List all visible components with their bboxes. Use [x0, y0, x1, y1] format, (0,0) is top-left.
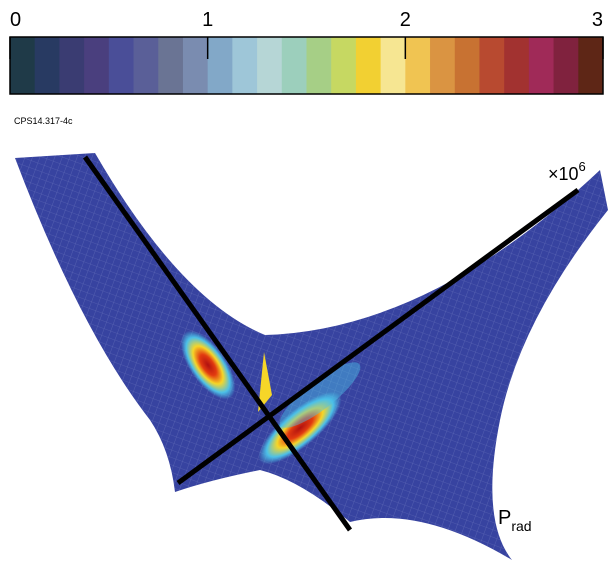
colorbar-segment: [578, 37, 603, 94]
tick-label: 0: [10, 9, 21, 31]
colorbar-segment: [84, 37, 109, 94]
colorbar-segment: [183, 37, 208, 94]
mesh-grid: [15, 153, 608, 560]
tick-label: 2: [400, 9, 411, 31]
colorbar-segment: [158, 37, 183, 94]
colorbar: 0 1 2 3: [10, 9, 604, 94]
quantity-label: Prad: [498, 507, 532, 534]
colorbar-segment: [455, 37, 480, 94]
colorbar-segment: [232, 37, 257, 94]
colorbar-segment: [282, 37, 307, 94]
colorbar-segment: [479, 37, 504, 94]
colorbar-segment: [10, 37, 35, 94]
colorbar-segment: [405, 37, 430, 94]
colorbar-segment: [356, 37, 381, 94]
mesh-plot: [15, 153, 608, 560]
scale-exponent: 6: [579, 159, 586, 174]
quantity-main: P: [498, 507, 511, 529]
scale-base: ×10: [548, 164, 579, 184]
scale-label: ×106: [548, 159, 586, 184]
colorbar-segment: [331, 37, 356, 94]
colorbar-segment: [109, 37, 134, 94]
colorbar-segment: [529, 37, 554, 94]
figure-id: CPS14.317-4c: [14, 116, 73, 126]
colorbar-segment: [554, 37, 579, 94]
colorbar-segment: [257, 37, 282, 94]
colorbar-segment: [504, 37, 529, 94]
colorbar-segment: [35, 37, 60, 94]
colorbar-segment: [59, 37, 84, 94]
figure: CPS14.317-4c ×106 Prad 0 1 2 3: [0, 0, 615, 567]
colorbar-segment: [134, 37, 159, 94]
colorbar-segment: [307, 37, 332, 94]
quantity-sub: rad: [511, 518, 531, 534]
colorbar-segment: [208, 37, 233, 94]
tick-label: 3: [592, 9, 603, 31]
colorbar-segment: [381, 37, 406, 94]
colorbar-segment: [430, 37, 455, 94]
tick-label: 1: [202, 9, 213, 31]
